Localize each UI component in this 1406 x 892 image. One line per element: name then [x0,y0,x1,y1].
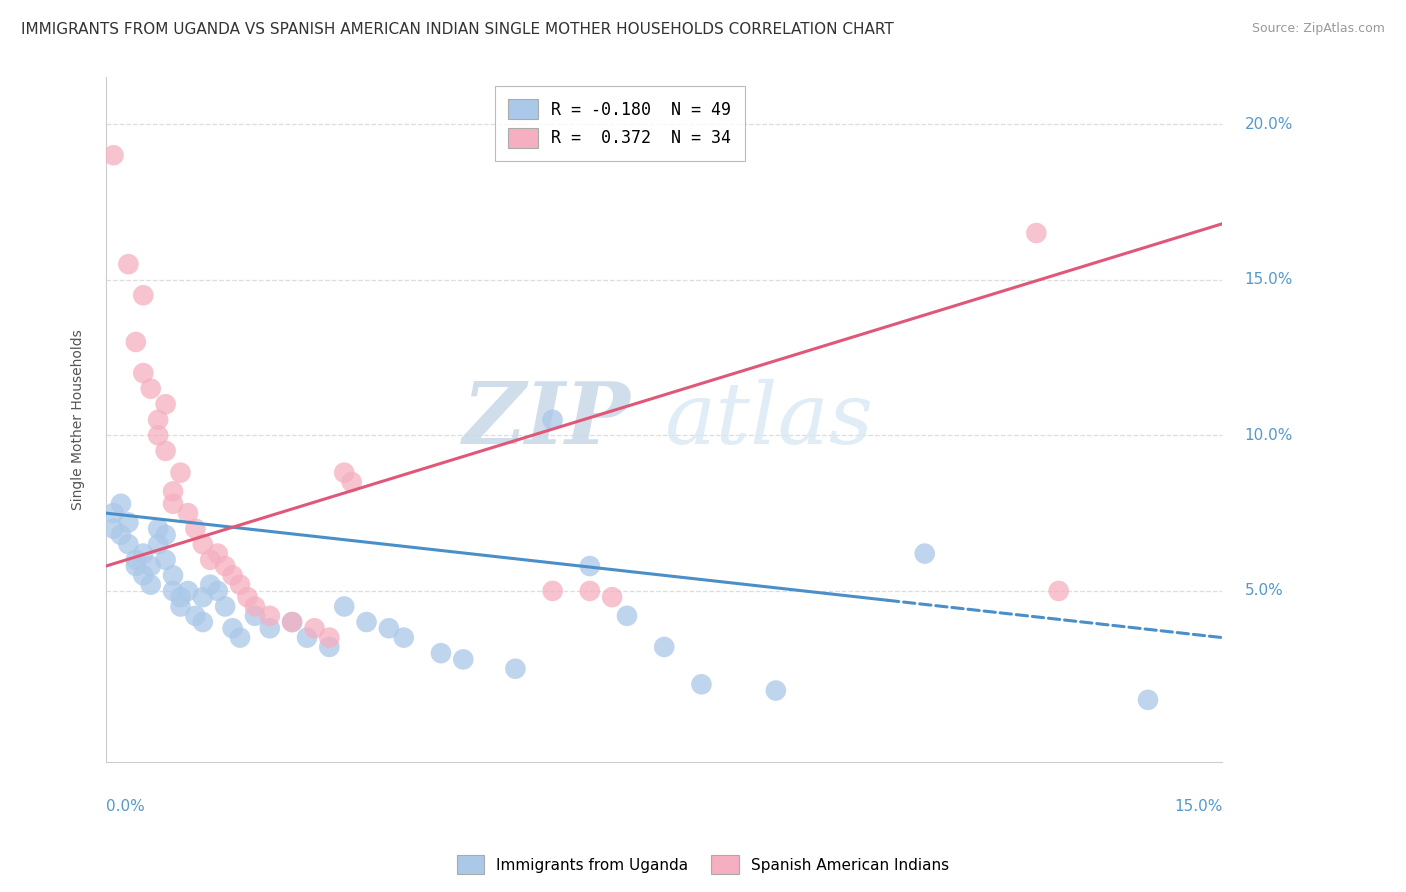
Point [221,621,243,635]
Point [110,497,132,511]
Point [1136,693,1159,707]
Legend: Immigrants from Uganda, Spanish American Indians: Immigrants from Uganda, Spanish American… [450,849,956,880]
Point [1025,226,1047,240]
Point [1047,583,1070,598]
Point [207,583,229,598]
Point [229,631,252,645]
Text: ZIP: ZIP [463,378,631,461]
Point [103,148,125,162]
Point [281,615,304,629]
Point [177,506,200,520]
Text: 20.0%: 20.0% [1244,117,1294,132]
Point [162,568,184,582]
Point [132,568,155,582]
Point [117,257,139,271]
Text: 0.0%: 0.0% [105,799,145,814]
Point [125,559,148,574]
Point [103,522,125,536]
Point [243,599,266,614]
Point [579,559,602,574]
Point [117,516,139,530]
Point [690,677,713,691]
Point [392,631,415,645]
Point [132,366,155,380]
Point [139,578,162,592]
Point [117,537,139,551]
Point [162,583,184,598]
Point [162,497,184,511]
Point [191,615,214,629]
Point [236,590,259,604]
Point [304,621,326,635]
Point [541,413,564,427]
Point [132,547,155,561]
Point [378,621,401,635]
Point [155,443,177,458]
Point [600,590,623,604]
Point [318,640,340,654]
Point [295,631,318,645]
Point [340,475,363,489]
Legend: R = -0.180  N = 49, R =  0.372  N = 34: R = -0.180 N = 49, R = 0.372 N = 34 [495,86,745,161]
Text: IMMIGRANTS FROM UGANDA VS SPANISH AMERICAN INDIAN SINGLE MOTHER HOUSEHOLDS CORRE: IMMIGRANTS FROM UGANDA VS SPANISH AMERIC… [21,22,894,37]
Point [914,547,936,561]
Point [259,608,281,623]
Point [191,537,214,551]
Point [146,537,169,551]
Point [541,583,564,598]
Point [652,640,675,654]
Point [110,528,132,542]
Point [356,615,378,629]
Point [281,615,304,629]
Point [318,631,340,645]
Point [505,662,527,676]
Point [103,506,125,520]
Point [579,583,602,598]
Point [221,568,243,582]
Text: 15.0%: 15.0% [1174,799,1222,814]
Point [184,522,207,536]
Point [169,590,191,604]
Text: Source: ZipAtlas.com: Source: ZipAtlas.com [1251,22,1385,36]
Point [616,608,638,623]
Point [132,288,155,302]
Point [155,553,177,567]
Point [146,413,169,427]
Point [243,608,266,623]
Point [155,397,177,411]
Point [139,559,162,574]
Point [191,590,214,604]
Text: atlas: atlas [664,378,873,461]
Point [146,428,169,442]
Point [453,652,475,666]
Point [125,334,148,349]
Point [169,599,191,614]
Point [125,553,148,567]
Point [184,608,207,623]
Point [139,382,162,396]
Text: 10.0%: 10.0% [1244,428,1294,442]
Point [200,578,222,592]
Point [333,599,356,614]
Point [229,578,252,592]
Point [177,583,200,598]
Text: 15.0%: 15.0% [1244,272,1294,287]
Point [162,484,184,499]
Point [200,553,222,567]
Text: 5.0%: 5.0% [1244,583,1284,599]
Point [155,528,177,542]
Point [214,559,236,574]
Point [765,683,787,698]
Y-axis label: Single Mother Households: Single Mother Households [72,329,86,510]
Point [333,466,356,480]
Point [430,646,453,660]
Point [214,599,236,614]
Point [146,522,169,536]
Point [259,621,281,635]
Point [207,547,229,561]
Point [169,466,191,480]
